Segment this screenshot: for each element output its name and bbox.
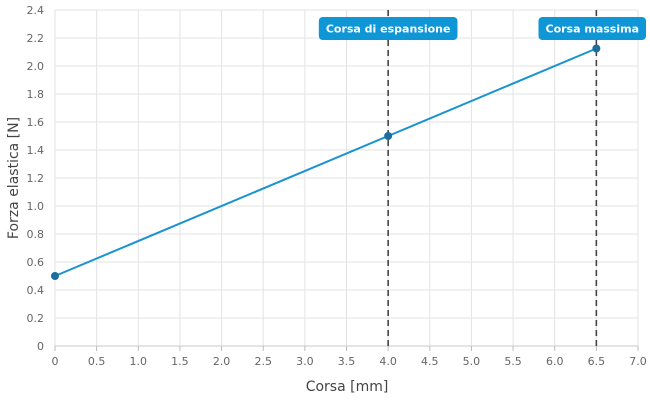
marker-annotation: Corsa di espansione — [318, 17, 458, 40]
y-tick-label: 0.6 — [27, 256, 45, 269]
vertical-markers — [387, 10, 598, 346]
x-tick-label: 4.0 — [379, 355, 397, 368]
data-point — [51, 272, 59, 280]
x-tick-label: 2.5 — [254, 355, 272, 368]
x-tick-label: 6.5 — [588, 355, 606, 368]
series-line — [54, 47, 597, 277]
x-tick-label: 1.5 — [171, 355, 189, 368]
x-tick-label: 1.0 — [130, 355, 148, 368]
x-tick-label: 3.5 — [338, 355, 356, 368]
y-tick-label: 0.8 — [27, 228, 45, 241]
x-tick-label: 2.0 — [213, 355, 231, 368]
data-point — [592, 44, 601, 53]
y-tick-label: 1.2 — [27, 172, 45, 185]
y-tick-label: 1.6 — [27, 116, 45, 129]
annotation-label: Corsa di espansione — [326, 23, 451, 36]
data-point — [384, 132, 393, 140]
x-tick-label: 5.5 — [504, 355, 522, 368]
y-tick-label: 0.2 — [27, 312, 45, 325]
x-tick-label: 3.0 — [296, 355, 314, 368]
y-tick-labels: 0 0.2 0.4 0.6 0.8 1.0 1.2 1.4 1.6 1.8 2.0 2.2 2.4 — [27, 4, 45, 353]
y-tick-label: 2.0 — [27, 60, 45, 73]
grid — [54, 9, 639, 347]
x-tick-label: 0 — [52, 355, 59, 368]
x-tick-label: 0.5 — [88, 355, 106, 368]
annotation-badge — [318, 17, 458, 40]
y-tick-label: 2.4 — [27, 4, 45, 17]
series — [54, 47, 597, 277]
annotation-label: Corsa massima — [546, 23, 640, 36]
y-axis-title: Forza elastica [N] — [6, 117, 22, 239]
y-tick-label: 0.4 — [27, 284, 45, 297]
marker-annotation: Corsa massima — [538, 17, 646, 40]
x-tick-label: 7.0 — [629, 355, 647, 368]
annotation-badge — [538, 17, 646, 40]
y-tick-label: 2.2 — [27, 32, 45, 45]
x-tick-label: 6.0 — [546, 355, 564, 368]
y-tick-label: 1.4 — [27, 144, 45, 157]
data-points — [51, 44, 601, 280]
y-tick-label: 1.0 — [27, 200, 45, 213]
x-tick-label: 4.5 — [421, 355, 439, 368]
x-tick-label: 5.0 — [463, 355, 481, 368]
x-axis-title: Corsa [mm] — [306, 379, 389, 395]
y-tick-label: 1.8 — [27, 88, 45, 101]
x-tick-labels: 0 0.5 1.0 1.5 2.0 2.5 3.0 3.5 4.0 4.5 5.0 5.5 6.0 6.5… — [52, 355, 647, 368]
axes — [54, 345, 639, 351]
marker-annotations: Corsa di espansione Corsa massima — [318, 17, 646, 40]
y-tick-label: 0 — [37, 340, 44, 353]
